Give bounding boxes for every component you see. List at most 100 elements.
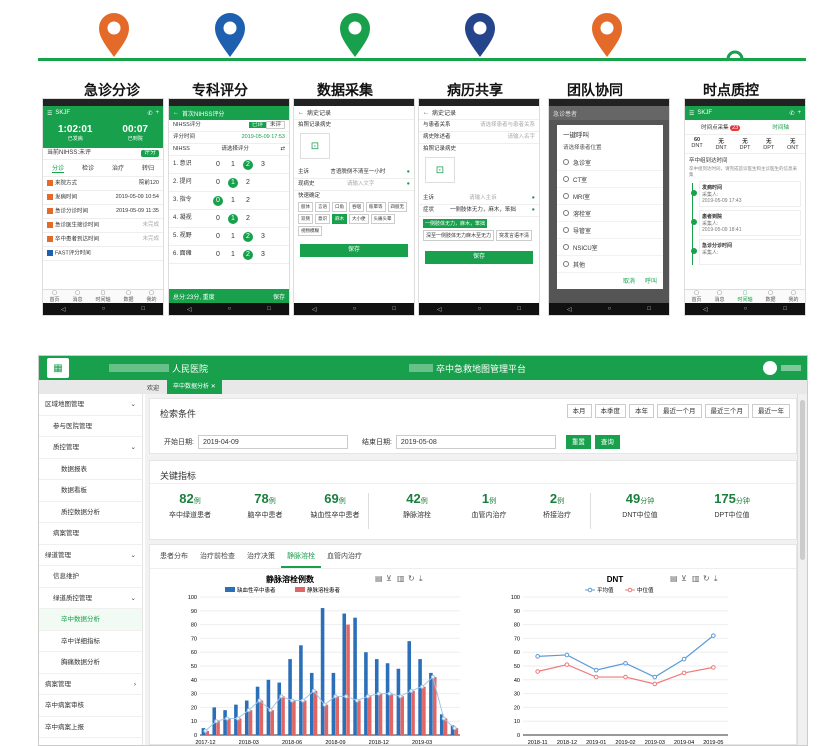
chart-tab[interactable]: 治疗前检查 bbox=[200, 553, 235, 560]
quick-tag[interactable]: 吞咽 bbox=[349, 202, 364, 212]
range-button[interactable]: 最近一年 bbox=[752, 404, 790, 418]
nav-item[interactable]: ▢ 我的 bbox=[146, 290, 156, 303]
home-icon[interactable]: ○ bbox=[607, 306, 612, 312]
bar[interactable] bbox=[216, 721, 220, 735]
chart-tab[interactable]: 血管内治疗 bbox=[327, 553, 362, 560]
recent-icon[interactable]: □ bbox=[647, 306, 651, 312]
tab-1[interactable]: 检诊 bbox=[81, 166, 94, 172]
sidebar-item[interactable]: 质控管理 ⌄ bbox=[39, 437, 142, 459]
bar[interactable] bbox=[223, 710, 227, 735]
score-option[interactable]: 2 bbox=[243, 231, 253, 242]
home-icon[interactable]: ○ bbox=[743, 306, 748, 312]
bar[interactable] bbox=[432, 677, 437, 735]
query-button[interactable]: 查询 bbox=[594, 435, 620, 449]
data-point[interactable] bbox=[564, 662, 570, 667]
trend-point[interactable] bbox=[246, 708, 251, 713]
sidebar-item[interactable]: 参与医院管理 bbox=[39, 416, 142, 437]
trend-point[interactable] bbox=[279, 694, 284, 699]
sidebar-item[interactable]: 卒中病案审核 bbox=[39, 695, 142, 717]
back-icon[interactable]: ◁ bbox=[61, 306, 66, 313]
legend-label[interactable]: 平均值 bbox=[597, 586, 614, 594]
score-option[interactable]: 1 bbox=[231, 232, 235, 240]
trend-point[interactable] bbox=[257, 698, 262, 703]
nav-item[interactable]: ▢ 时间轴 bbox=[737, 290, 752, 303]
trend-point[interactable] bbox=[355, 698, 360, 703]
sidebar-item[interactable]: 区域地图管理 ⌄ bbox=[39, 394, 142, 416]
home-icon[interactable]: ○ bbox=[477, 306, 482, 312]
nav-item[interactable]: ▢ 我的 bbox=[788, 290, 798, 303]
trend-point[interactable] bbox=[398, 694, 403, 699]
back-icon[interactable]: ◁ bbox=[703, 306, 708, 313]
phone-icon[interactable]: ✆ bbox=[789, 110, 795, 117]
back-icon[interactable]: ◁ bbox=[437, 306, 442, 313]
recent-icon[interactable]: □ bbox=[783, 306, 787, 312]
sidebar-item[interactable]: 病案管理 bbox=[39, 523, 142, 545]
timeline-event[interactable]: 急诊分诊时间 采集人: bbox=[691, 239, 801, 265]
score-option[interactable]: 1 bbox=[228, 177, 238, 188]
quick-tag[interactable]: 口角 bbox=[332, 202, 347, 212]
bar[interactable] bbox=[302, 700, 307, 736]
bar[interactable] bbox=[309, 672, 314, 735]
data-point[interactable] bbox=[535, 654, 540, 659]
user-avatar[interactable] bbox=[763, 361, 777, 375]
bar[interactable] bbox=[443, 718, 448, 735]
trend-point[interactable] bbox=[268, 708, 273, 713]
data-point[interactable] bbox=[535, 669, 540, 674]
bar[interactable] bbox=[201, 728, 206, 735]
bar[interactable] bbox=[324, 704, 329, 735]
bar[interactable] bbox=[255, 686, 260, 735]
nav-item[interactable]: ▢ 首页 bbox=[691, 290, 701, 303]
location-option[interactable]: 其他 bbox=[557, 256, 663, 273]
tab-timepoint[interactable]: 时间点采集 23 bbox=[701, 123, 741, 131]
bar[interactable] bbox=[227, 718, 231, 735]
tab-timeline[interactable]: 时间轴 bbox=[772, 125, 789, 131]
timeline-event[interactable]: 发病时间 采集人: 2019-05-09 17:43 bbox=[691, 181, 801, 207]
back-icon[interactable]: ◁ bbox=[567, 306, 572, 313]
bar[interactable] bbox=[353, 617, 357, 735]
score-option[interactable]: 2 bbox=[243, 159, 253, 170]
bar[interactable] bbox=[422, 686, 426, 735]
chart-tool-icon[interactable]: ⊻ bbox=[681, 574, 687, 583]
data-point[interactable] bbox=[623, 660, 628, 666]
location-option[interactable]: CT室 bbox=[557, 171, 663, 188]
quick-tag[interactable]: 眩晕等 bbox=[366, 202, 386, 212]
tab-0[interactable]: 分诊 bbox=[51, 163, 64, 173]
nav-item[interactable]: ▢ 数据 bbox=[765, 290, 775, 303]
chart-tool-icon[interactable]: ▥ bbox=[692, 574, 700, 583]
quick-tag[interactable]: 头痛头晕 bbox=[370, 214, 395, 224]
complaint-value[interactable]: 言语脱侧不清至一小时 bbox=[330, 169, 386, 175]
recent-icon[interactable]: □ bbox=[141, 306, 145, 312]
bar[interactable] bbox=[385, 663, 390, 735]
list-item[interactable]: 急诊医生接诊时间 未完成 bbox=[43, 219, 163, 233]
bar[interactable] bbox=[364, 652, 368, 735]
score-option[interactable]: 2 bbox=[243, 249, 253, 260]
trend-point[interactable] bbox=[430, 675, 435, 680]
data-point[interactable] bbox=[593, 674, 599, 680]
bar[interactable] bbox=[357, 700, 361, 736]
data-point[interactable] bbox=[593, 667, 599, 673]
sidebar-item[interactable]: 绿道管理 ⌄ bbox=[39, 545, 142, 566]
cancel-button[interactable]: 取消 bbox=[622, 279, 635, 285]
location-option[interactable]: 溶栓室 bbox=[557, 205, 663, 222]
call-button[interactable]: 呼叫 bbox=[644, 279, 657, 285]
data-point[interactable] bbox=[564, 652, 570, 658]
timeline-event[interactable]: 患者到院 采集人: 2019-05-09 18:41 bbox=[691, 210, 801, 236]
bar[interactable] bbox=[454, 728, 459, 735]
nav-item[interactable]: ▢ 时间轴 bbox=[95, 290, 110, 303]
legend-swatch[interactable] bbox=[225, 587, 235, 592]
trend-point[interactable] bbox=[409, 688, 414, 693]
bar[interactable] bbox=[418, 659, 422, 735]
home-icon[interactable]: ○ bbox=[101, 306, 106, 312]
trend-point[interactable] bbox=[290, 698, 295, 703]
narrator-input[interactable]: 请输入名字 bbox=[507, 134, 535, 140]
relation-input[interactable]: 请选择患者与患者关系 bbox=[479, 122, 535, 128]
camera-icon[interactable]: ⊡ bbox=[300, 133, 330, 159]
symptom-value[interactable]: 一侧肢体无力，麻木，笨拙 bbox=[449, 207, 516, 213]
sidebar-item[interactable]: 卒中病案上报 bbox=[39, 717, 142, 738]
list-item[interactable]: 急诊分诊时间 2019-05-09 11:35 bbox=[43, 205, 163, 219]
mic-icon[interactable]: ● bbox=[406, 169, 410, 175]
data-point[interactable] bbox=[652, 681, 658, 687]
sidebar-item[interactable]: 数据看板 bbox=[39, 480, 142, 502]
bar[interactable] bbox=[450, 725, 455, 735]
back-arrow-icon[interactable]: ← bbox=[173, 110, 179, 116]
